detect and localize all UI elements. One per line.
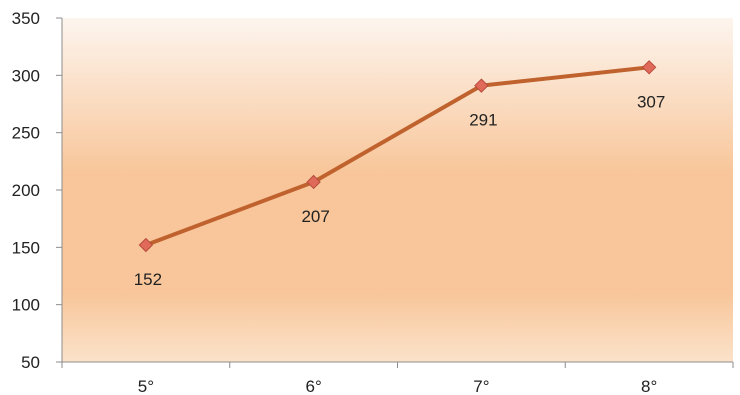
data-label: 152 — [134, 270, 162, 289]
data-label: 291 — [469, 111, 497, 130]
data-point-marker — [641, 60, 657, 75]
data-label: 307 — [637, 92, 665, 111]
y-tick-label: 300 — [12, 66, 40, 85]
y-tick-label: 200 — [12, 181, 40, 200]
x-tick-label: 6° — [305, 377, 321, 395]
series-group — [138, 60, 657, 253]
y-tick-label: 100 — [12, 296, 40, 315]
data-point-marker — [306, 174, 321, 190]
x-tick-label: 8° — [641, 377, 657, 395]
y-tick-label: 350 — [12, 9, 40, 28]
data-label: 207 — [301, 207, 329, 226]
plot-area — [62, 18, 733, 362]
data-labels: 152 207 291 307 — [134, 92, 666, 289]
y-tick-label: 150 — [12, 238, 40, 257]
x-tick-label: 7° — [473, 377, 489, 395]
series-line — [143, 65, 652, 248]
y-axis: 50 100 150 200 250 300 350 — [12, 9, 63, 372]
data-point-marker — [474, 78, 489, 93]
data-point-marker — [138, 237, 154, 253]
x-axis: 5° 6° 7° 8° — [61, 361, 734, 395]
y-tick-label: 50 — [21, 353, 40, 372]
y-tick-label: 250 — [12, 124, 40, 143]
x-tick-label: 5° — [138, 377, 154, 395]
